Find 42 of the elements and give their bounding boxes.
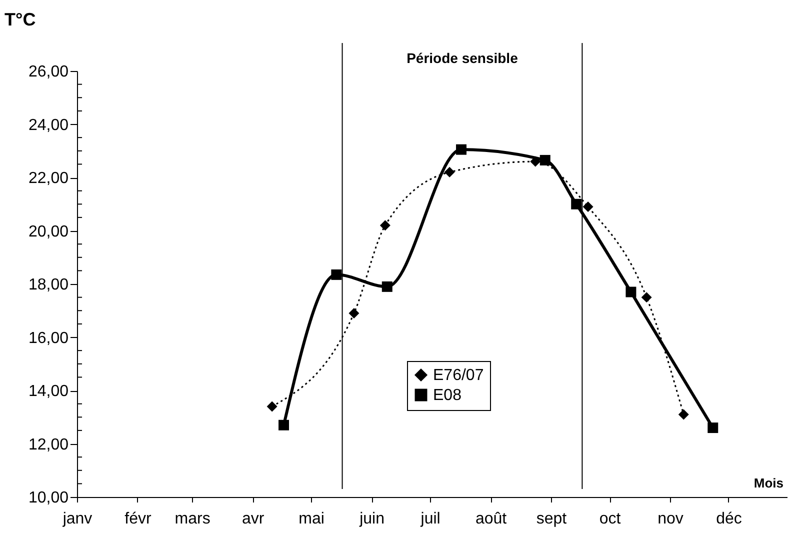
point — [626, 286, 636, 298]
x-tick-label: oct — [599, 510, 622, 528]
y-tick-label: 12,00 — [28, 436, 69, 454]
x-tick-label: août — [475, 510, 508, 528]
point — [530, 156, 541, 167]
x-tick-label: déc — [716, 510, 742, 528]
y-axis-title: T°C — [4, 10, 36, 30]
y-tick-label: 22,00 — [28, 170, 69, 187]
y-tick-label: 24,00 — [28, 116, 69, 134]
x-tick-label: mars — [174, 510, 210, 528]
point — [678, 409, 689, 420]
point — [444, 166, 455, 178]
x-tick-label: sept — [536, 510, 568, 528]
legend-label: E08 — [433, 387, 462, 404]
point — [540, 154, 550, 166]
y-tick-label: 20,00 — [28, 223, 69, 240]
point — [582, 202, 594, 212]
point — [641, 292, 652, 303]
y-tick-label: 26,00 — [28, 64, 69, 80]
x-tick-label: avr — [242, 510, 265, 528]
x-tick-label: juil — [420, 510, 440, 528]
point — [266, 401, 278, 412]
y-tick-label: 16,00 — [28, 330, 69, 347]
y-tick-label: 14,00 — [28, 383, 69, 400]
point — [382, 281, 392, 292]
x-tick-label: nov — [658, 510, 684, 528]
point — [571, 198, 582, 210]
point — [456, 144, 466, 155]
legend-label: E76/07 — [433, 367, 484, 384]
x-tick-label: mai — [298, 510, 324, 528]
point — [380, 220, 390, 231]
x-axis-title: Mois — [754, 476, 784, 490]
text: Période sensible — [406, 50, 518, 66]
x-tick-label: janv — [62, 510, 92, 528]
point — [708, 422, 718, 434]
point — [331, 269, 342, 280]
y-tick-label: 18,00 — [28, 276, 69, 294]
point — [348, 308, 360, 319]
y-tick-label: 10,00 — [28, 490, 69, 506]
x-tick-label: févr — [124, 510, 152, 528]
x-tick-label: juin — [358, 510, 384, 528]
point — [278, 420, 289, 430]
